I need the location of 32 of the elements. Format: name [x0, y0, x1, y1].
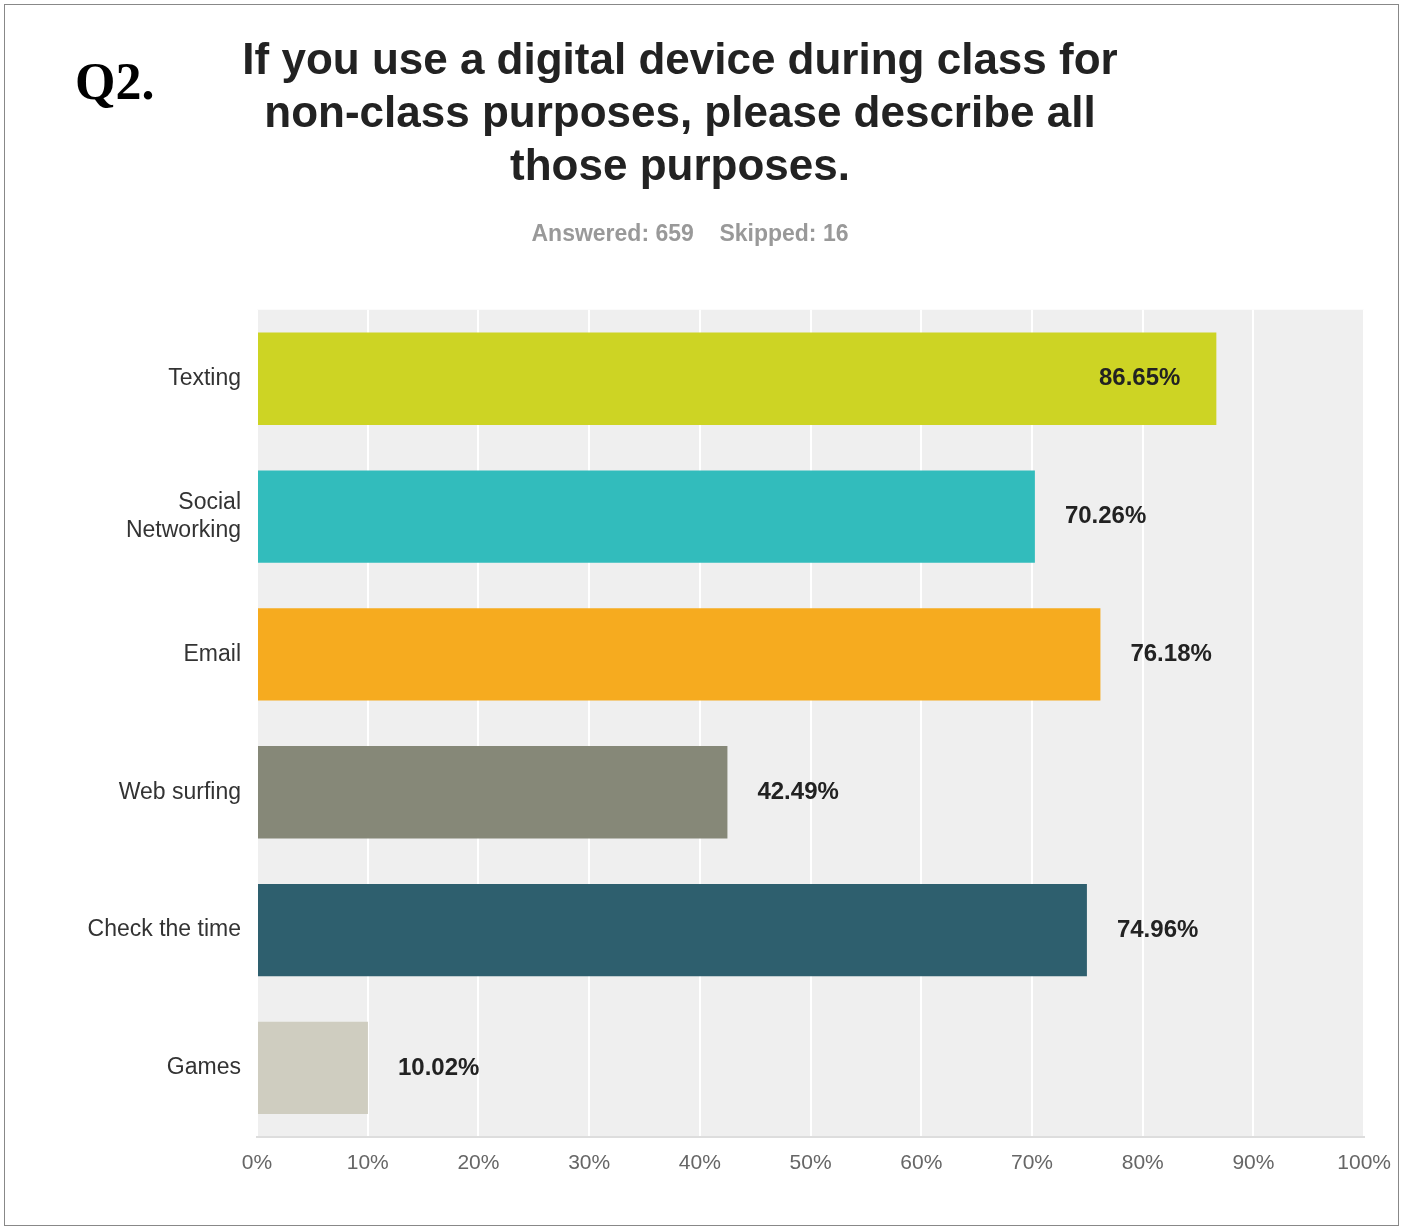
x-tick-label: 0%	[241, 1150, 273, 1174]
bar	[258, 1021, 368, 1115]
x-tick-label: 40%	[678, 1150, 721, 1174]
data-label: 42.49%	[757, 776, 839, 804]
x-tick-label: 10%	[346, 1150, 389, 1174]
data-label: 70.26%	[1064, 501, 1147, 529]
data-label: 76.18%	[1130, 639, 1212, 667]
bar	[258, 608, 1101, 701]
y-tick-label: Games	[166, 1053, 241, 1080]
x-tick-label: 80%	[1121, 1150, 1164, 1174]
y-tick-label: Social Networking	[125, 488, 241, 542]
bar	[258, 470, 1035, 563]
text: Q2.	[75, 52, 155, 111]
x-tick-label: 60%	[900, 1150, 943, 1174]
x-tick-label: 70%	[1010, 1150, 1054, 1174]
x-tick-label: 30%	[568, 1150, 611, 1174]
chart-title: If you use a digital device during class for non-class purposes, please describe all those purposes.	[241, 33, 1119, 191]
data-label: 10.02%	[397, 1052, 480, 1080]
bar	[258, 332, 1217, 425]
x-tick-label: 50%	[789, 1150, 832, 1174]
y-tick-label: Texting	[168, 364, 241, 391]
chart-subtitle: Answered: 659 Skipped: 16	[530, 220, 850, 247]
x-tick-label: 20%	[457, 1150, 500, 1174]
bar	[258, 883, 1087, 977]
x-tick-label: 100%	[1337, 1150, 1391, 1174]
y-tick-label: Check the time	[87, 915, 241, 942]
bar	[258, 746, 728, 839]
y-tick-label: Web surfing	[118, 777, 241, 804]
data-label: 86.65%	[1098, 363, 1181, 391]
y-tick-label: Email	[183, 639, 241, 666]
x-tick-label: 90%	[1232, 1150, 1275, 1174]
data-label: 74.96%	[1116, 914, 1199, 942]
